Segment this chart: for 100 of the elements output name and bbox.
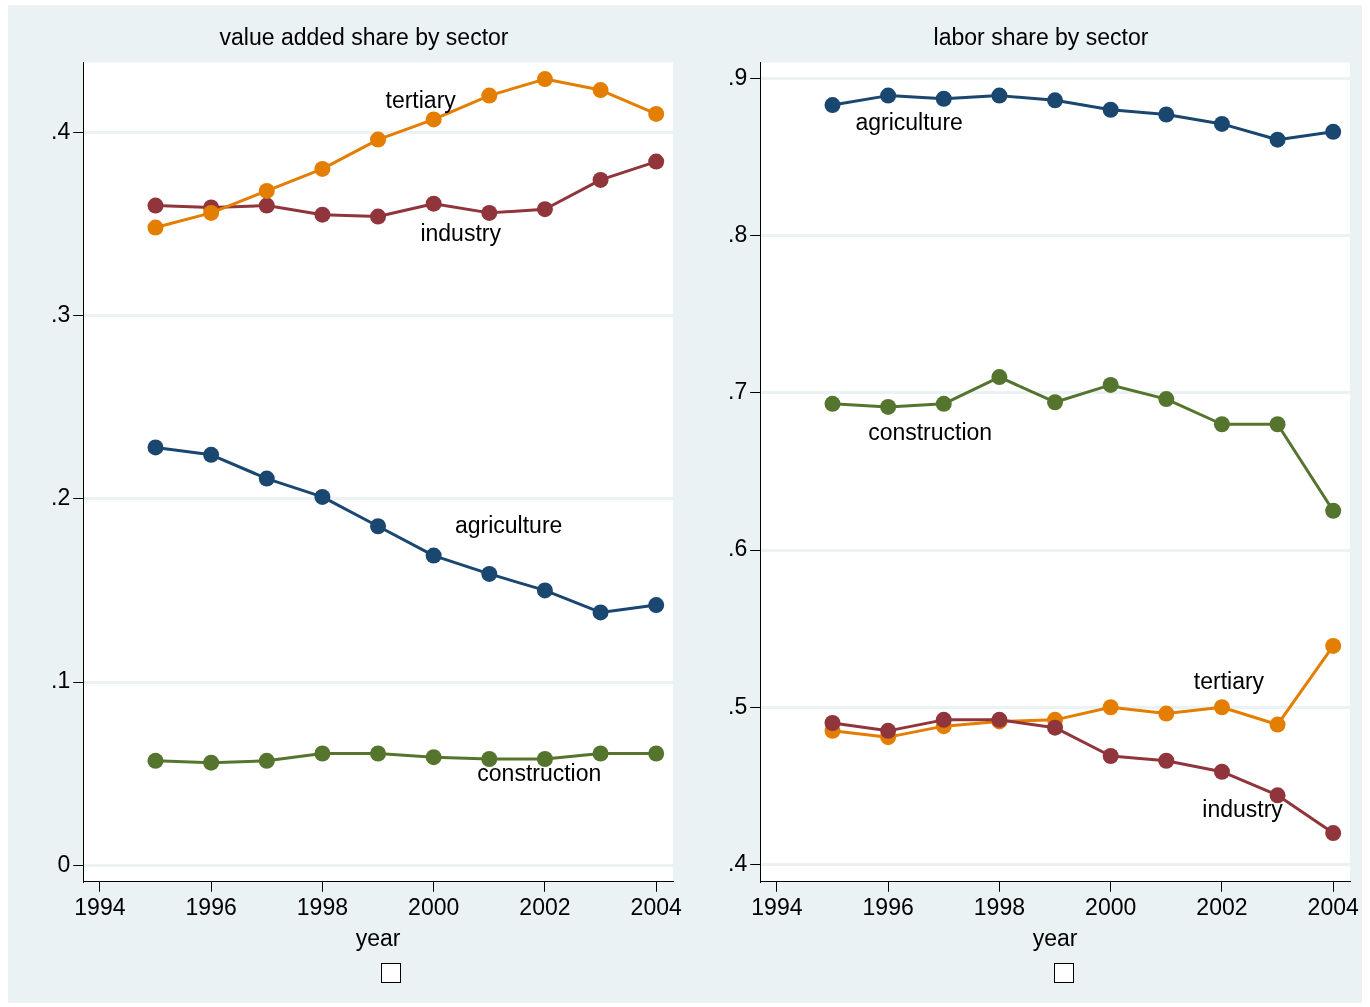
series-label: construction [868, 419, 993, 446]
point [1213, 115, 1230, 132]
point [370, 131, 387, 148]
point [1102, 376, 1119, 393]
y-tick-label: 0 [57, 850, 71, 877]
point [592, 171, 609, 188]
y-tick-label: .4 [727, 849, 748, 876]
point [203, 446, 220, 463]
point [1158, 752, 1175, 769]
point [1213, 763, 1230, 780]
point [880, 398, 897, 415]
series-label: industry [1202, 795, 1284, 822]
y-tick-label: .2 [50, 484, 71, 511]
point [481, 565, 498, 582]
point [314, 745, 331, 762]
point [880, 722, 897, 739]
series-label: construction [477, 760, 602, 787]
chart-title: labor share by sector [933, 24, 1149, 51]
series-label: tertiary [1193, 667, 1265, 694]
point [935, 711, 952, 728]
point [147, 752, 164, 769]
point [1213, 699, 1230, 716]
point [1269, 716, 1286, 733]
point [258, 470, 275, 487]
point [1325, 825, 1342, 842]
point [370, 745, 387, 762]
point [1047, 719, 1064, 736]
point [370, 208, 387, 225]
point [536, 71, 553, 88]
point [880, 87, 897, 104]
point [147, 439, 164, 456]
point [1158, 106, 1175, 123]
point [592, 604, 609, 621]
point [481, 87, 498, 104]
y-tick-label: .3 [50, 300, 71, 327]
point [147, 219, 164, 236]
point [314, 160, 331, 177]
series-label: industry [420, 220, 502, 247]
y-tick-label: .8 [727, 220, 748, 247]
point [147, 197, 164, 214]
x-tick-label: 2004 [1307, 893, 1359, 920]
x-axis-title: year [1032, 924, 1078, 951]
point [824, 395, 841, 412]
point [1047, 92, 1064, 109]
point [536, 582, 553, 599]
point [425, 195, 442, 212]
point [481, 204, 498, 221]
point [1269, 131, 1286, 148]
y-tick-label: .5 [727, 692, 748, 719]
point [314, 488, 331, 505]
point [370, 518, 387, 535]
x-tick-label: 1996 [185, 893, 237, 920]
x-tick-label: 1994 [74, 893, 126, 920]
x-tick-label: 1994 [751, 893, 803, 920]
point [314, 206, 331, 223]
point [258, 182, 275, 199]
point [1102, 699, 1119, 716]
point [991, 369, 1008, 386]
point [648, 105, 665, 122]
point [1325, 502, 1342, 519]
point [1047, 394, 1064, 411]
point [824, 97, 841, 114]
point [935, 90, 952, 107]
point [1158, 705, 1175, 722]
x-tick-label: 2000 [408, 893, 460, 920]
series-label: agriculture [855, 108, 963, 135]
x-axis-title: year [355, 924, 401, 951]
point [203, 754, 220, 771]
point [935, 395, 952, 412]
point [648, 745, 665, 762]
x-tick-label: 1998 [973, 893, 1025, 920]
x-tick-label: 2002 [1196, 893, 1248, 920]
point [592, 745, 609, 762]
point [648, 597, 665, 614]
point [1213, 416, 1230, 433]
chart-title: value added share by sector [219, 24, 509, 51]
point [991, 87, 1008, 104]
point [1158, 391, 1175, 408]
point [258, 197, 275, 214]
point [258, 752, 275, 769]
x-tick-label: 1996 [862, 893, 914, 920]
point [1325, 637, 1342, 654]
x-tick-label: 2002 [519, 893, 571, 920]
point [425, 547, 442, 564]
y-tick-label: .9 [727, 63, 748, 90]
x-tick-label: 1998 [296, 893, 348, 920]
y-tick-label: .6 [727, 535, 748, 562]
y-tick-label: .4 [50, 117, 71, 144]
point [824, 714, 841, 731]
series-label: tertiary [385, 86, 457, 113]
point [1325, 123, 1342, 140]
point [1269, 416, 1286, 433]
point [1102, 748, 1119, 765]
point [1102, 101, 1119, 118]
series-label: agriculture [454, 511, 563, 538]
point [203, 204, 220, 221]
y-tick-label: .7 [727, 378, 748, 405]
point [536, 201, 553, 218]
point [425, 749, 442, 766]
point [648, 153, 665, 170]
